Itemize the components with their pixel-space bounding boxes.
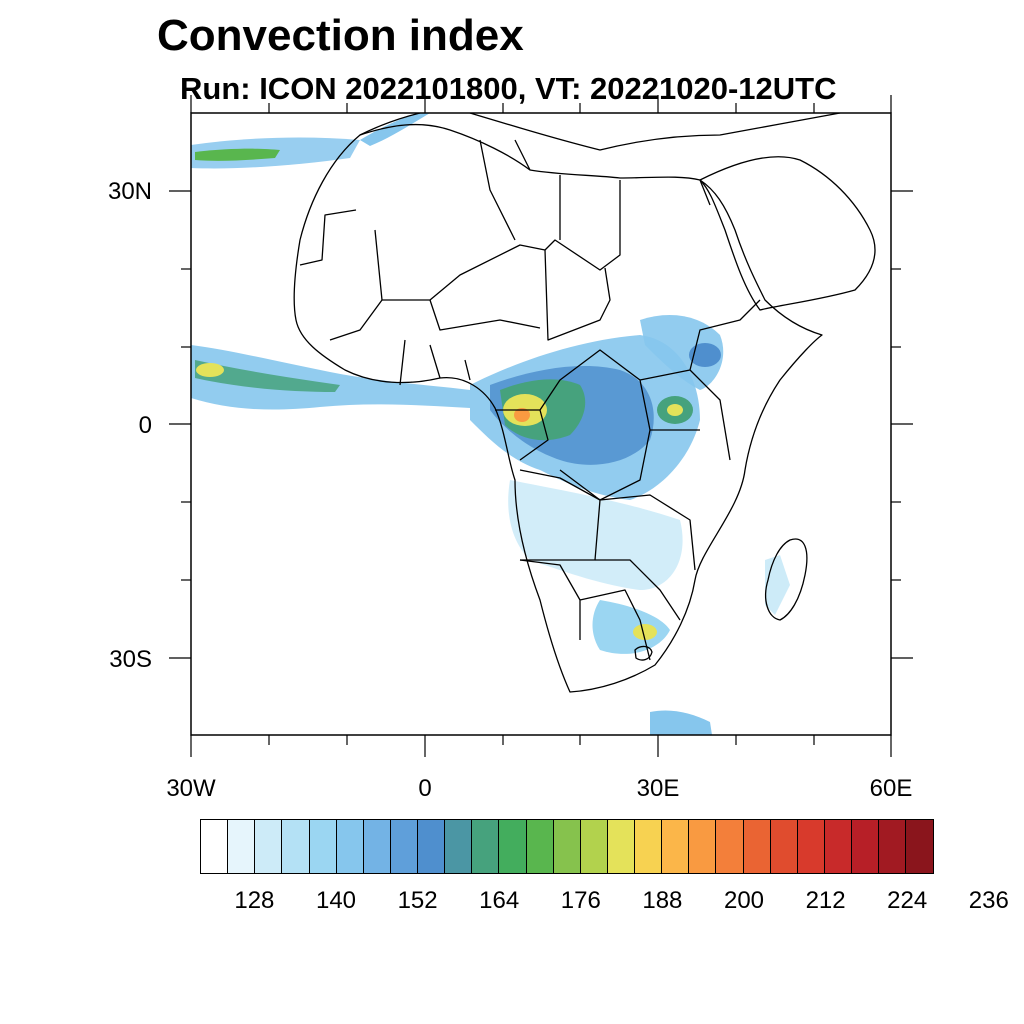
colorbar-box (255, 820, 283, 873)
lon-label-30w: 30W (166, 775, 216, 802)
border-north-africa (479, 139, 711, 241)
colorbar-box (228, 820, 256, 873)
convection-congo-orange (514, 408, 530, 422)
lat-label-30s: 30S (109, 646, 152, 673)
colorbar-tick-label: 200 (723, 887, 765, 914)
colorbar-box (852, 820, 880, 873)
colorbar-box (445, 820, 473, 873)
colorbar-box (336, 820, 364, 873)
border-southern-africa (519, 559, 681, 661)
colorbar-box (770, 820, 798, 873)
convection-ethiopia (640, 315, 724, 390)
colorbar-tick-label: 188 (642, 887, 683, 914)
colorbar-box (662, 820, 690, 873)
arabia-coastline (699, 156, 876, 311)
border-west-africa (329, 299, 541, 341)
lon-label-0: 0 (418, 775, 432, 802)
border-gulf-guinea (399, 339, 471, 386)
border-sahara (374, 180, 621, 301)
axis-ticks (169, 95, 913, 757)
colorbar-box (716, 820, 744, 873)
colorbar-box (580, 820, 608, 873)
colorbar-box (797, 820, 825, 873)
coastline-borders (293, 113, 876, 693)
colorbar-box (553, 820, 581, 873)
colorbar-tick-label: 176 (560, 887, 601, 914)
colorbar-tick-label: 152 (397, 887, 438, 914)
colorbar-box (824, 820, 852, 873)
convection-lake-victoria-core (667, 404, 683, 416)
border-central-africa (495, 349, 651, 501)
colorbar-tick-label: 128 (234, 887, 275, 914)
colorbar-tick-label: 140 (315, 887, 357, 914)
lon-label-30e: 30E (636, 775, 680, 802)
europe-coastline (359, 113, 841, 151)
chart-subtitle: Run: ICON 2022101800, VT: 20221020-12UTC (180, 71, 837, 106)
convection-madagascar (765, 555, 790, 615)
colorbar-box (526, 820, 554, 873)
colorbar-box (499, 820, 527, 873)
chart-title: Convection index (157, 11, 524, 60)
colorbar (200, 819, 935, 874)
colorbar-box (879, 820, 907, 873)
convection-southern-africa (508, 480, 683, 590)
lon-label-60e: 60E (869, 775, 913, 802)
colorbar-box (201, 820, 229, 873)
colorbar-box (309, 820, 337, 873)
colorbar-tick-label: 212 (805, 887, 846, 914)
colorbar-box (363, 820, 391, 873)
convection-streak-core (195, 148, 280, 161)
convection-highveld-core (633, 624, 657, 640)
convection-streak-upper (360, 113, 430, 146)
convection-highveld (592, 600, 670, 654)
colorbar-box (390, 820, 418, 873)
colorbar-tick-label: 224 (887, 887, 928, 914)
colorbar-tick-label: 164 (479, 887, 520, 914)
colorbar-box (282, 820, 310, 873)
colorbar-box (418, 820, 446, 873)
convection-band-atlantic (191, 345, 470, 410)
colorbar-box (607, 820, 635, 873)
colorbar-box (689, 820, 717, 873)
convection-peak-atlantic (196, 363, 224, 377)
madagascar-coastline (765, 538, 808, 621)
convection-ethiopia-core (689, 343, 721, 367)
lat-label-30n: 30N (107, 178, 152, 205)
convection-core-atlantic (195, 360, 340, 392)
convection-south-ocean (650, 710, 712, 735)
border-east-africa (639, 299, 761, 461)
colorbar-box (635, 820, 663, 873)
colorbar-box (906, 820, 934, 873)
africa-coastline (293, 123, 823, 693)
border-sahara-west (299, 209, 357, 266)
border-sahel (544, 249, 611, 341)
colorbar-tick-label: 236 (968, 887, 1009, 914)
colorbar-box (472, 820, 500, 873)
border-lesotho (634, 645, 653, 661)
border-angola-zambia (519, 469, 696, 571)
colorbar-box (743, 820, 771, 873)
lat-label-0: 0 (138, 412, 152, 439)
